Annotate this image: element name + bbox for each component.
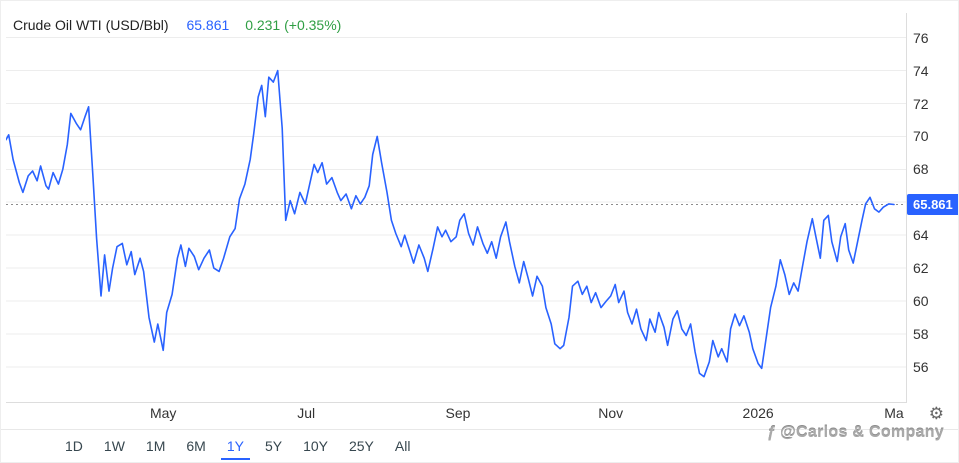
watermark-text: @Carlos & Company bbox=[780, 424, 944, 441]
range-button-1m[interactable]: 1M bbox=[140, 432, 171, 460]
x-axis-tick-label: 2026 bbox=[742, 405, 774, 421]
range-button-1y[interactable]: 1Y bbox=[220, 432, 250, 460]
instrument-name: Crude Oil WTI (USD/Bbl) bbox=[13, 17, 169, 33]
y-axis-tick-label: 70 bbox=[913, 128, 929, 145]
watermark: ƒ @Carlos & Company bbox=[767, 424, 944, 442]
current-price-badge: 65.861 bbox=[907, 194, 958, 216]
range-button-1d[interactable]: 1D bbox=[59, 432, 89, 460]
x-axis-tick-label: Nov bbox=[598, 405, 624, 421]
y-axis-tick-label: 72 bbox=[913, 95, 929, 112]
range-button-1w[interactable]: 1W bbox=[98, 432, 131, 460]
range-button-25y[interactable]: 25Y bbox=[343, 432, 380, 460]
x-axis-tick-label: Ma bbox=[884, 405, 904, 421]
time-scale[interactable]: May Jul Sep Nov 2026 Ma bbox=[1, 405, 958, 425]
y-axis-tick-label: 74 bbox=[913, 62, 929, 79]
y-axis-tick-label: 76 bbox=[913, 29, 929, 46]
range-button-6m[interactable]: 6M bbox=[180, 432, 211, 460]
y-axis-tick-label: 68 bbox=[913, 161, 929, 178]
x-axis-tick-label: Sep bbox=[445, 405, 471, 421]
range-button-10y[interactable]: 10Y bbox=[297, 432, 334, 460]
y-axis-tick-label: 56 bbox=[913, 358, 929, 375]
watermark-logo-icon: ƒ bbox=[766, 424, 777, 441]
y-axis-tick-label: 58 bbox=[913, 325, 929, 342]
x-axis-tick-label: Jul bbox=[297, 405, 316, 421]
x-axis-tick-label: May bbox=[149, 405, 177, 421]
y-axis-tick-label: 62 bbox=[913, 260, 929, 277]
price-line-chart[interactable] bbox=[6, 13, 906, 403]
settings-gear-icon[interactable]: ⚙ bbox=[928, 404, 944, 423]
range-toolbar: 1D 1W 1M 6M 1Y 5Y 10Y 25Y All bbox=[1, 429, 958, 462]
price-change: 0.231 (+0.35%) bbox=[245, 17, 342, 33]
instrument-header: Crude Oil WTI (USD/Bbl) 65.861 0.231 (+0… bbox=[13, 17, 341, 33]
last-price: 65.861 bbox=[186, 17, 230, 33]
range-button-5y[interactable]: 5Y bbox=[259, 432, 288, 460]
price-series-line bbox=[6, 69, 895, 378]
range-button-all[interactable]: All bbox=[389, 432, 417, 460]
y-axis-tick-label: 60 bbox=[913, 292, 929, 309]
y-axis-tick-label: 64 bbox=[913, 227, 929, 244]
price-chart-plot[interactable] bbox=[6, 13, 907, 403]
